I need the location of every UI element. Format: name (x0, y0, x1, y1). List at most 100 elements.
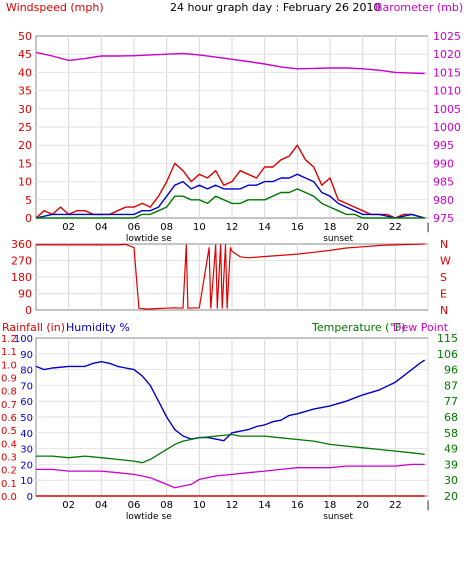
temperature-tick-label: 58 (444, 427, 458, 440)
windspeed-tick-label: 35 (18, 85, 32, 98)
rainfall-tick-label: 0.7 (1, 400, 17, 411)
wind-average-line (35, 173, 425, 219)
x-tick-label: 18 (324, 500, 337, 511)
graph-title: 24 hour graph day : February 26 2010 (170, 1, 381, 14)
humidity-axis-label: Humidity % (66, 321, 130, 334)
x-tick-label: 18 (324, 222, 337, 233)
temperature-tick-label: 39 (444, 458, 458, 471)
x-event-label-se: se (162, 234, 173, 244)
barometer-tick-label: 990 (433, 157, 454, 170)
chart-layer: 0510152025303540455097598098599099510001… (1, 30, 461, 522)
compass-tick-label: E (440, 288, 447, 301)
x-tick-label: 08 (160, 500, 173, 511)
windspeed-tick-label: 45 (18, 48, 32, 61)
rainfall-tick-label: 0.5 (1, 426, 17, 437)
x-tick-label: 08 (160, 222, 173, 233)
humidity-line (35, 359, 426, 442)
humidity-tick-label: 90 (20, 350, 33, 361)
rainfall-tick-label: 0.2 (1, 466, 17, 477)
x-tick-label: 22 (389, 222, 402, 233)
windspeed-tick-label: 15 (18, 157, 32, 170)
humidity-tick-label: 80 (20, 366, 33, 377)
x-tick-label: 12 (226, 500, 239, 511)
x-event-label-sunset: sunset (323, 234, 353, 244)
humidity-tick-label: 30 (20, 445, 33, 456)
temperature-tick-label: 77 (444, 395, 458, 408)
temperature-tick-label: 49 (444, 443, 458, 456)
barometer-tick-label: 1000 (433, 121, 461, 134)
windspeed-tick-label: 40 (18, 66, 32, 79)
wind-gust-line (36, 188, 425, 219)
direction-tick-label: 90 (18, 288, 32, 301)
dewpoint-line (36, 463, 425, 489)
windspeed-axis-label: Windspeed (mph) (6, 1, 104, 14)
temperature-tick-label: 68 (444, 411, 458, 424)
x-tick-label: 16 (291, 500, 304, 511)
x-tick-label: 10 (193, 222, 206, 233)
rainfall-tick-label: 0.0 (1, 492, 17, 503)
barometer-tick-label: 1015 (433, 66, 461, 79)
rainfall-tick-label: 0.4 (1, 439, 17, 450)
humidity-tick-label: 60 (20, 397, 33, 408)
compass-tick-label: W (440, 255, 451, 268)
rainfall-tick-label: 0.9 (1, 374, 17, 385)
humidity-tick-label: 0 (27, 492, 33, 503)
barometer-tick-label: 1025 (433, 30, 461, 43)
x-event-label-sunset: sunset (323, 512, 353, 522)
rainfall-tick-label: 0.6 (1, 413, 17, 424)
dewpoint-axis-label: Dew Point (393, 321, 449, 334)
humidity-tick-label: 40 (20, 429, 33, 440)
barometer-tick-label: 1010 (433, 85, 461, 98)
x-tick-label: 06 (128, 500, 141, 511)
temperature-tick-label: 30 (444, 474, 458, 487)
windspeed-tick-label: 30 (18, 103, 32, 116)
windspeed-tick-label: 5 (25, 194, 32, 207)
direction-tick-label: 180 (11, 271, 32, 284)
temperature-axis-label: Temperature (°F) (311, 321, 406, 334)
x-tick-label: 12 (226, 222, 239, 233)
x-event-label-lowtide: lowtide (126, 234, 159, 244)
x-tick-label: 02 (62, 222, 75, 233)
barometer-tick-label: 1020 (433, 48, 461, 61)
humidity-tick-label: 10 (20, 476, 33, 487)
windspeed-tick-label: 20 (18, 139, 32, 152)
humidity-tick-label: 100 (14, 334, 33, 345)
x-tick-label: 04 (95, 500, 108, 511)
x-tick-label: 06 (128, 222, 141, 233)
compass-tick-label: N (440, 238, 448, 251)
humidity-tick-label: 70 (20, 381, 33, 392)
temperature-tick-label: 87 (444, 379, 458, 392)
humidity-tick-label: 20 (20, 460, 33, 471)
barometer-tick-label: 1005 (433, 103, 461, 116)
windspeed-tick-label: 0 (25, 212, 32, 225)
x-tick-label: 14 (258, 222, 271, 233)
rainfall-tick-label: 0.1 (1, 479, 17, 490)
compass-tick-label: S (440, 271, 447, 284)
x-tick-label: 22 (389, 500, 402, 511)
x-tick-label: 04 (95, 222, 108, 233)
rainfall-tick-label: 1.0 (1, 360, 17, 371)
temperature-tick-label: 106 (437, 348, 458, 361)
direction-tick-label: 360 (11, 238, 32, 251)
temperature-tick-label: 115 (437, 332, 458, 345)
direction-tick-label: 270 (11, 255, 32, 268)
humidity-tick-label: 50 (20, 413, 33, 424)
rainfall-tick-label: 1.1 (1, 347, 17, 358)
x-tick-label: 02 (62, 500, 75, 511)
compass-tick-label: N (440, 304, 448, 317)
temperature-tick-label: 20 (444, 490, 458, 503)
direction-tick-label: 0 (25, 304, 32, 317)
x-tick-label: 14 (258, 500, 271, 511)
x-tick-label: 16 (291, 222, 304, 233)
windspeed-tick-label: 50 (18, 30, 32, 43)
temperature-line (36, 433, 425, 464)
barometer-tick-label: 980 (433, 194, 454, 207)
barometer-line (35, 51, 425, 75)
wind-direction-line (36, 243, 425, 310)
x-event-label-se: se (162, 512, 173, 522)
x-tick-label: | (426, 222, 429, 233)
rainfall-tick-label: 0.8 (1, 387, 17, 398)
rainfall-axis-label: Rainfall (in) (2, 321, 65, 334)
barometer-axis-label: Barometer (mb) (375, 1, 463, 14)
